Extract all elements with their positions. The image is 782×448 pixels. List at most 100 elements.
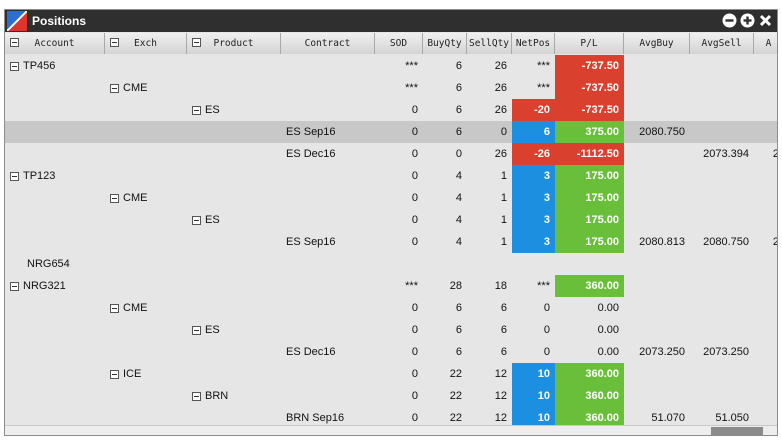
- column-header-account[interactable]: Account: [5, 33, 105, 54]
- column-header-label: NetPos: [515, 38, 551, 49]
- collapse-icon[interactable]: [192, 391, 201, 401]
- avgsell-cell: 2073.250: [703, 346, 749, 358]
- exch-cell: [105, 341, 187, 363]
- column-header-sod[interactable]: SOD: [375, 33, 423, 54]
- table-row[interactable]: ES Sep16 0 6 0 6 375.00 2080.750: [5, 121, 777, 143]
- sell-cell: 26: [494, 104, 507, 116]
- buy-cell: 22: [449, 412, 462, 424]
- plus-circle-icon[interactable]: [740, 13, 755, 28]
- trail-cell: 2: [754, 231, 777, 253]
- account-cell: [5, 121, 105, 143]
- collapse-icon[interactable]: [192, 38, 201, 47]
- sell-cell: 6: [500, 302, 507, 314]
- sod-cell: 0: [411, 126, 418, 138]
- account-cell: [5, 319, 105, 341]
- scrollbar-thumb[interactable]: [711, 427, 763, 435]
- buy-cell: 4: [455, 214, 462, 226]
- table-row[interactable]: NRG321 *** 28 18 *** 360.00: [5, 275, 777, 297]
- net-cell: 10: [512, 385, 555, 407]
- avgsell-cell: [690, 275, 754, 297]
- collapse-icon[interactable]: [192, 215, 201, 225]
- sell-cell: 6: [500, 324, 507, 336]
- table-row[interactable]: ES 0 6 26 -20 -737.50: [5, 99, 777, 121]
- column-header-product[interactable]: Product: [187, 33, 281, 54]
- column-header-exch[interactable]: Exch: [105, 33, 187, 54]
- table-row[interactable]: TP456 *** 6 26 *** -737.50: [5, 55, 777, 77]
- table-row[interactable]: ES Dec16 0 6 6 0 0.00 2073.250 2073.250: [5, 341, 777, 363]
- table-row[interactable]: TP123 0 4 1 3 175.00: [5, 165, 777, 187]
- product-cell: [187, 77, 281, 99]
- trail-cell: [754, 297, 777, 319]
- collapse-icon[interactable]: [192, 105, 201, 115]
- table-row[interactable]: CME *** 6 26 *** -737.50: [5, 77, 777, 99]
- sod-cell: 0: [411, 324, 418, 336]
- net-cell: ***: [537, 82, 550, 94]
- product-cell: [187, 121, 281, 143]
- column-header-netpos[interactable]: NetPos: [512, 33, 555, 54]
- trail-cell: [754, 165, 777, 187]
- pl-cell: -737.50: [555, 77, 624, 99]
- collapse-icon[interactable]: [10, 171, 19, 181]
- column-header-label: Product: [213, 38, 254, 49]
- column-header-sellqty[interactable]: SellQty: [467, 33, 512, 54]
- avgbuy-cell: [624, 187, 690, 209]
- column-header-label: A: [765, 38, 772, 49]
- buy-cell: 4: [455, 170, 462, 182]
- exch-cell: [105, 253, 187, 275]
- column-header-contract[interactable]: Contract: [281, 33, 375, 54]
- app-logo-icon: [7, 11, 27, 31]
- exch-cell: [105, 275, 187, 297]
- table-row[interactable]: BRN Sep16 0 22 12 10 360.00 51.070 51.050: [5, 407, 777, 429]
- collapse-icon[interactable]: [110, 303, 119, 313]
- collapse-icon[interactable]: [110, 369, 119, 379]
- product-label: ES: [205, 324, 220, 336]
- column-header-avgbuy[interactable]: AvgBuy: [624, 33, 690, 54]
- sod-cell: 0: [411, 170, 418, 182]
- table-row[interactable]: CME 0 4 1 3 175.00: [5, 187, 777, 209]
- product-cell: [187, 363, 281, 385]
- column-header-label: SellQty: [468, 38, 510, 49]
- collapse-icon[interactable]: [10, 281, 19, 291]
- buy-cell: 4: [455, 192, 462, 204]
- pl-cell: -737.50: [555, 55, 624, 77]
- sell-cell: 1: [500, 214, 507, 226]
- collapse-icon[interactable]: [10, 38, 19, 47]
- sod-cell: ***: [405, 60, 418, 72]
- collapse-icon[interactable]: [110, 193, 119, 203]
- collapse-icon[interactable]: [192, 325, 201, 335]
- column-header-avgsell[interactable]: AvgSell: [690, 33, 754, 54]
- horizontal-scrollbar[interactable]: [5, 425, 777, 435]
- column-header-p-l[interactable]: P/L: [555, 33, 624, 54]
- table-row[interactable]: CME 0 6 6 0 0.00: [5, 297, 777, 319]
- column-header-a[interactable]: A: [754, 33, 777, 54]
- pl-cell: -1112.50: [555, 143, 624, 165]
- buy-cell: 6: [455, 104, 462, 116]
- table-row[interactable]: NRG654: [5, 253, 777, 275]
- table-row[interactable]: BRN 0 22 12 10 360.00: [5, 385, 777, 407]
- net-cell: -20: [512, 99, 555, 121]
- contract-cell: [281, 77, 375, 99]
- trail-cell: [754, 187, 777, 209]
- collapse-icon[interactable]: [110, 83, 119, 93]
- collapse-icon[interactable]: [10, 61, 19, 71]
- table-row[interactable]: ES 0 6 6 0 0.00: [5, 319, 777, 341]
- table-row[interactable]: ES 0 4 1 3 175.00: [5, 209, 777, 231]
- close-icon[interactable]: [758, 13, 773, 28]
- exch-cell: [105, 121, 187, 143]
- sell-cell: 12: [494, 368, 507, 380]
- collapse-icon[interactable]: [110, 38, 119, 47]
- column-header-buyqty[interactable]: BuyQty: [423, 33, 467, 54]
- table-row[interactable]: ICE 0 22 12 10 360.00: [5, 363, 777, 385]
- contract-cell: ES Sep16: [286, 236, 336, 248]
- avgsell-cell: [690, 363, 754, 385]
- sell-cell: 0: [500, 126, 507, 138]
- title-bar[interactable]: Positions: [5, 10, 777, 32]
- net-cell: 6: [512, 121, 555, 143]
- account-label: NRG321: [23, 280, 66, 292]
- minus-circle-icon[interactable]: [722, 13, 737, 28]
- net-cell: ***: [537, 280, 550, 292]
- account-cell: [5, 341, 105, 363]
- avgsell-cell: [690, 99, 754, 121]
- table-row[interactable]: ES Dec16 0 0 26 -26-1112.50 2073.394 2: [5, 143, 777, 165]
